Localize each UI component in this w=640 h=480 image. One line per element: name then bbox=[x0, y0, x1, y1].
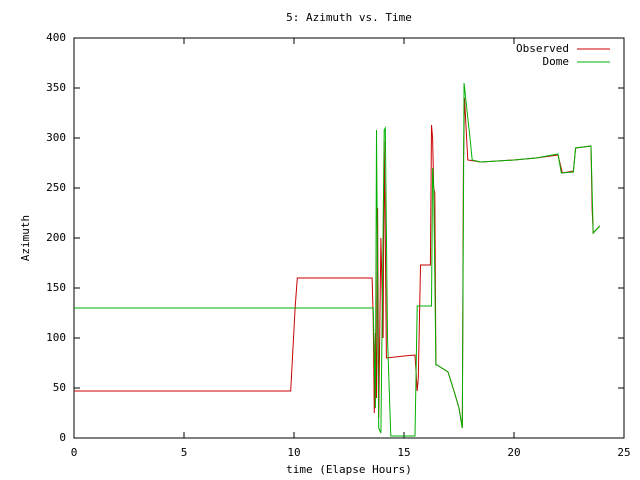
y-tick-label: 50 bbox=[53, 381, 66, 394]
y-tick-label: 250 bbox=[46, 181, 66, 194]
x-tick-label: 25 bbox=[617, 446, 630, 459]
y-tick-label: 0 bbox=[59, 431, 66, 444]
series-line bbox=[74, 82, 601, 437]
x-tick-label: 15 bbox=[397, 446, 410, 459]
x-axis-label: time (Elapse Hours) bbox=[286, 463, 412, 476]
series-line bbox=[74, 97, 601, 429]
y-tick-label: 350 bbox=[46, 81, 66, 94]
legend-label: Dome bbox=[543, 55, 570, 68]
y-axis-label: Azimuth bbox=[19, 215, 32, 261]
y-tick-label: 100 bbox=[46, 331, 66, 344]
x-tick-label: 5 bbox=[181, 446, 188, 459]
y-tick-label: 400 bbox=[46, 31, 66, 44]
x-tick-label: 10 bbox=[287, 446, 300, 459]
y-tick-label: 300 bbox=[46, 131, 66, 144]
plot-frame bbox=[73, 37, 625, 439]
y-tick-label: 150 bbox=[46, 281, 66, 294]
y-tick-label: 200 bbox=[46, 231, 66, 244]
chart-title: 5: Azimuth vs. Time bbox=[286, 11, 412, 24]
x-tick-label: 0 bbox=[71, 446, 78, 459]
legend-label: Observed bbox=[516, 42, 569, 55]
x-tick-label: 20 bbox=[507, 446, 520, 459]
